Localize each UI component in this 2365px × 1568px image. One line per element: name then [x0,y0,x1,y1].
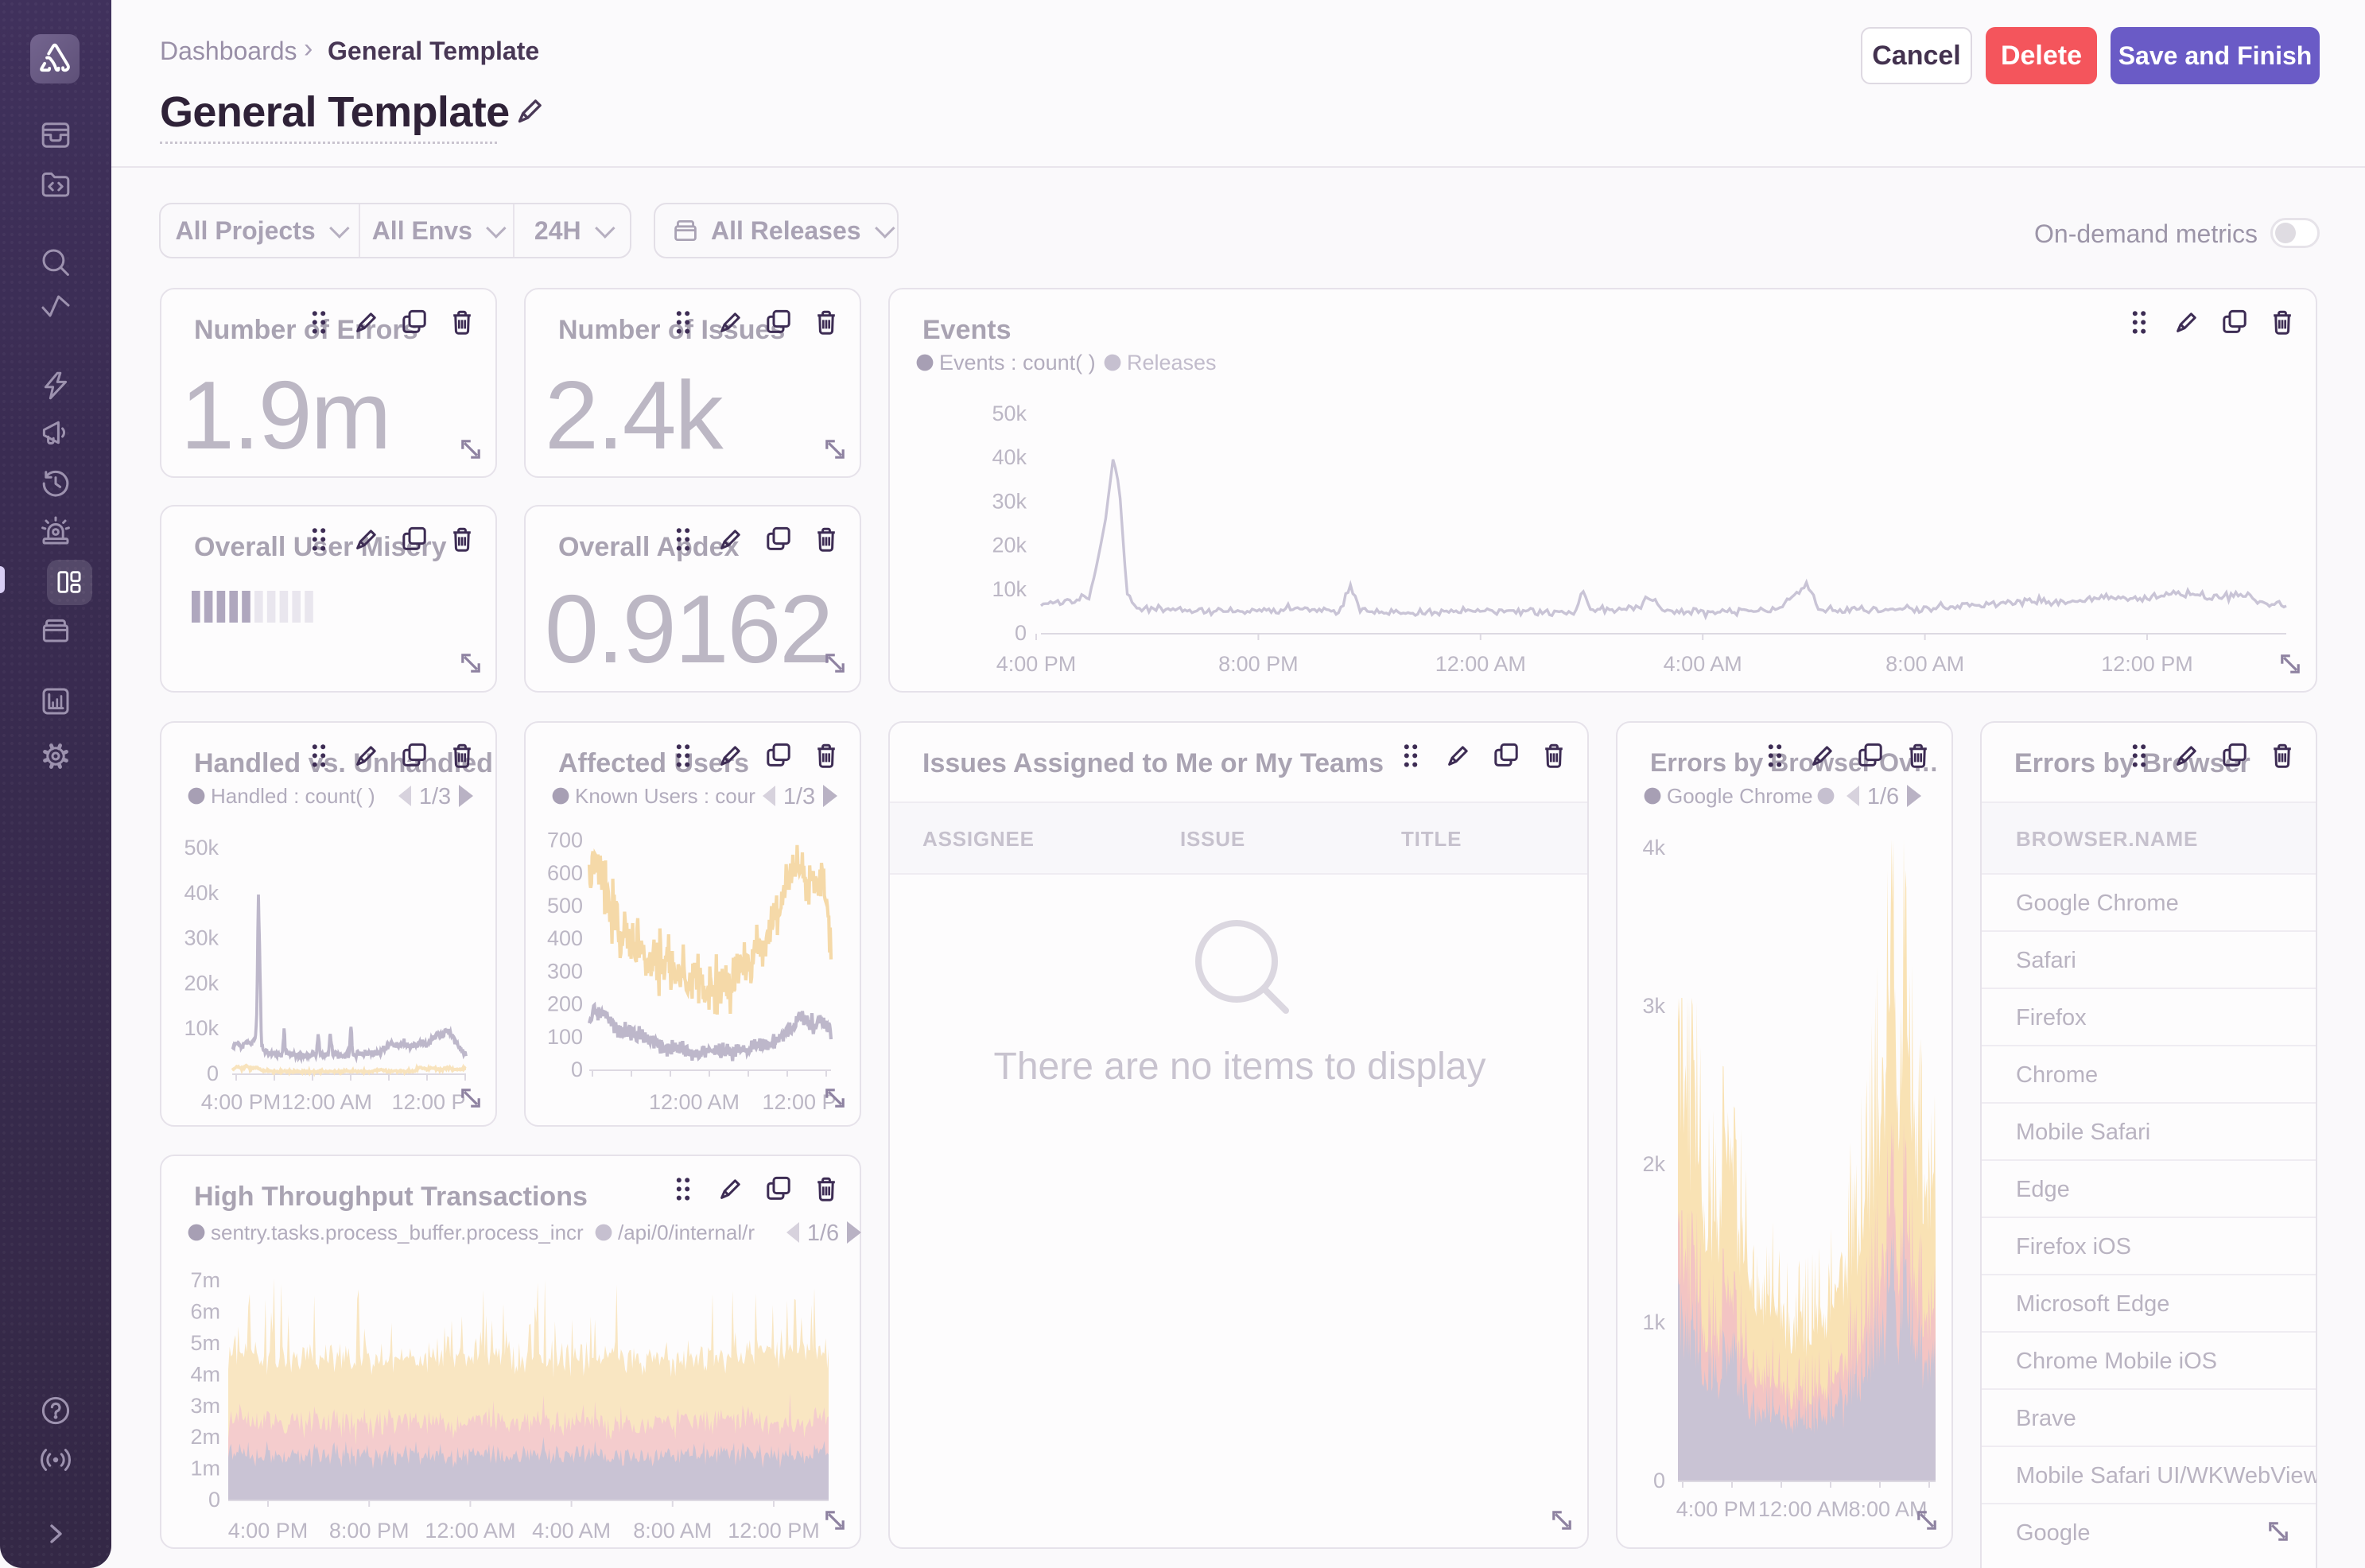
svg-text:8:00 PM: 8:00 PM [1218,652,1299,676]
svg-text:30k: 30k [184,926,219,950]
svg-text:0: 0 [1015,621,1027,645]
svg-text:3m: 3m [190,1394,220,1418]
svg-text:1/6: 1/6 [1867,784,1899,809]
svg-text:3k: 3k [1642,994,1665,1018]
svg-text:6m: 6m [190,1300,220,1324]
svg-text:50k: 50k [184,836,219,860]
svg-text:40k: 40k [992,445,1027,469]
svg-text:1/3: 1/3 [783,784,815,809]
svg-text:600: 600 [547,861,583,885]
svg-text:30k: 30k [992,489,1027,513]
svg-text:8:00 PM: 8:00 PM [329,1519,410,1543]
svg-text:12:00 AM: 12:00 AM [649,1090,740,1114]
svg-text:12:00 AM: 12:00 AM [425,1519,515,1543]
svg-text:10k: 10k [992,577,1027,601]
svg-text:200: 200 [547,992,583,1016]
svg-text:sentry.tasks.process_buffer.pr: sentry.tasks.process_buffer.process_incr [211,1221,584,1244]
svg-text:1/6: 1/6 [807,1221,839,1246]
svg-text:Google Chrome: Google Chrome [1667,784,1813,808]
svg-text:4:00 PM: 4:00 PM [228,1519,309,1543]
svg-text:12:00 P: 12:00 P [391,1090,465,1114]
svg-text:12:00 P: 12:00 P [762,1090,836,1114]
svg-text:Events : count( ): Events : count( ) [939,351,1096,375]
svg-text:8:00 AM: 8:00 AM [633,1519,712,1543]
svg-text:4:00 AM: 4:00 AM [1664,652,1742,676]
svg-text:20k: 20k [992,534,1027,557]
svg-text:1/3: 1/3 [419,784,451,809]
svg-text:12:00 PM: 12:00 PM [728,1519,820,1543]
svg-text:8:00 AM: 8:00 AM [1885,652,1964,676]
svg-text:0: 0 [208,1488,220,1512]
svg-text:2m: 2m [190,1425,220,1449]
svg-text:4k: 4k [1642,836,1665,860]
svg-text:300: 300 [547,959,583,983]
svg-text:0: 0 [571,1058,583,1081]
svg-text:0: 0 [1653,1469,1665,1492]
svg-text:7m: 7m [190,1268,220,1292]
svg-text:12:00 AM: 12:00 AM [1435,652,1526,676]
svg-text:10k: 10k [184,1016,219,1040]
svg-text:Known Users : cour: Known Users : cour [575,784,755,808]
svg-text:0: 0 [207,1062,219,1085]
svg-text:5m: 5m [190,1331,220,1355]
svg-text:400: 400 [547,926,583,950]
svg-text:1k: 1k [1642,1310,1665,1334]
svg-text:500: 500 [547,894,583,918]
svg-text:4:00 PM: 4:00 PM [1676,1497,1757,1521]
svg-text:There are no items to display: There are no items to display [994,1046,1486,1088]
svg-text:Handled : count( ): Handled : count( ) [211,784,375,808]
svg-text:1m: 1m [190,1457,220,1481]
svg-text:4m: 4m [190,1362,220,1386]
svg-text:4:00 PM: 4:00 PM [996,652,1077,676]
svg-text:/api/0/internal/r: /api/0/internal/r [618,1221,755,1244]
svg-text:Releases: Releases [1127,351,1217,375]
svg-text:12:00 AM: 12:00 AM [282,1090,372,1114]
svg-text:4:00 AM: 4:00 AM [532,1519,611,1543]
svg-text:100: 100 [547,1025,583,1049]
svg-text:2k: 2k [1642,1152,1665,1176]
svg-text:12:00 AM: 12:00 AM [1758,1497,1849,1521]
svg-text:4:00 PM: 4:00 PM [201,1090,282,1114]
svg-text:700: 700 [547,829,583,852]
svg-text:20k: 20k [184,971,219,995]
svg-text:50k: 50k [992,402,1027,425]
svg-text:40k: 40k [184,881,219,905]
svg-text:12:00 PM: 12:00 PM [2101,652,2193,676]
svg-text:8:00 AM: 8:00 AM [1848,1497,1927,1521]
